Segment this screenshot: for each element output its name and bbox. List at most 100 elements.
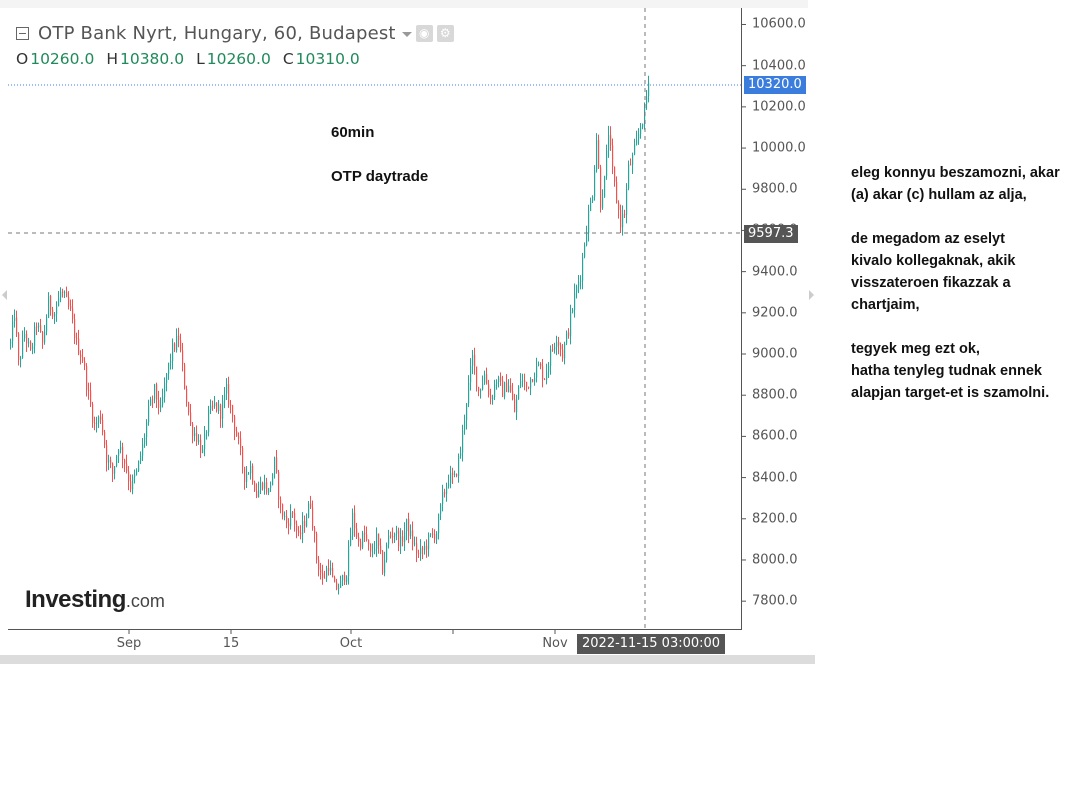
candle-body <box>352 512 354 536</box>
y-tick-label: 8000.0 <box>752 552 798 568</box>
candle-body <box>116 455 118 467</box>
candle-body <box>588 210 590 233</box>
candle-body <box>612 145 614 167</box>
candle-body <box>180 340 182 351</box>
candle-body <box>270 485 272 489</box>
candle-body <box>190 412 192 425</box>
candle-body <box>584 245 586 257</box>
candle-body <box>474 354 476 367</box>
candle-body <box>502 380 504 397</box>
candle-body <box>492 397 494 400</box>
candle-body <box>286 515 288 524</box>
gear-icon[interactable]: ⚙ <box>436 24 454 42</box>
candle-body <box>316 533 318 560</box>
candle-body <box>532 379 534 382</box>
logo-suffix: .com <box>125 591 165 611</box>
candle-body <box>594 170 596 197</box>
candle-body <box>462 430 464 453</box>
candle-body <box>126 463 128 472</box>
candle-body <box>276 457 278 472</box>
y-tick-label: 8800.0 <box>752 387 798 403</box>
candle-body <box>44 331 46 343</box>
candle-body <box>586 232 588 246</box>
eye-icon[interactable]: ◉ <box>415 24 433 42</box>
candle-body <box>148 405 150 423</box>
candle-body <box>76 337 78 339</box>
candle-body <box>108 459 110 463</box>
candle-body <box>526 382 528 387</box>
candle-body <box>418 553 420 555</box>
candle-body <box>30 341 32 350</box>
high-value: 10380.0 <box>119 50 185 68</box>
candle-body <box>294 512 296 525</box>
candle-body <box>578 281 580 287</box>
candle-body <box>94 422 96 424</box>
candle-body <box>630 164 632 166</box>
candle-body <box>228 384 230 405</box>
candle-body <box>310 503 312 508</box>
y-tick-label: 8400.0 <box>752 470 798 486</box>
y-tick-label: 9800.0 <box>752 181 798 197</box>
candle-body <box>208 409 210 432</box>
candle-body <box>496 382 498 385</box>
candle-body <box>354 512 356 529</box>
candle-body <box>648 82 650 97</box>
candle-body <box>288 523 290 527</box>
candle-body <box>616 182 618 203</box>
candle-body <box>420 547 422 555</box>
candle-body <box>176 335 178 351</box>
candle-body <box>494 384 496 398</box>
candle-body <box>144 437 146 444</box>
scroll-right-icon[interactable] <box>809 290 814 300</box>
commentary-paragraph: eleg konnyu beszamozni, akar (a) akar (c… <box>851 162 1083 206</box>
candle-body <box>396 530 398 534</box>
candle-body <box>326 568 328 578</box>
candle-body <box>86 366 88 390</box>
candle-body <box>318 559 320 570</box>
candle-body <box>390 535 392 537</box>
candle-body <box>60 291 62 298</box>
candle-body <box>36 326 38 328</box>
candle-body <box>510 385 512 392</box>
candle-body <box>194 432 196 437</box>
candle-body <box>570 312 572 336</box>
candle-body <box>52 309 54 317</box>
candle-body <box>442 491 444 505</box>
candle-body <box>448 483 450 487</box>
candle-body <box>100 416 102 420</box>
candle-body <box>158 399 160 408</box>
candle-body <box>562 349 564 359</box>
candle-body <box>130 481 132 490</box>
plot-area[interactable] <box>8 8 742 630</box>
candle-body <box>322 573 324 578</box>
commentary-text: eleg konnyu beszamozni, akar (a) akar (c… <box>851 162 1083 426</box>
candle-body <box>478 387 480 392</box>
chevron-down-icon[interactable] <box>401 31 412 37</box>
candle-body <box>200 439 202 453</box>
scroll-left-icon[interactable] <box>2 290 7 300</box>
candle-body <box>16 317 18 334</box>
crosshair-price-tag: 9597.3 <box>744 225 798 243</box>
candle-body <box>422 547 424 551</box>
candle-body <box>524 380 526 383</box>
candle-body <box>536 365 538 378</box>
candle-body <box>464 420 466 431</box>
close-key: C <box>282 50 294 68</box>
candle-body <box>340 580 342 588</box>
candle-body <box>484 374 486 384</box>
minus-square-icon[interactable] <box>16 26 29 40</box>
candle-body <box>84 360 86 367</box>
candle-body <box>304 521 306 527</box>
candle-body <box>264 482 266 489</box>
candle-body <box>186 388 188 403</box>
candle-body <box>296 524 298 531</box>
candle-body <box>518 386 520 400</box>
candle-body <box>106 445 108 463</box>
candle-body <box>388 535 390 545</box>
candle-body <box>350 535 352 546</box>
note-line: visszateroen fikazzak a <box>851 275 1011 291</box>
candle-body <box>582 256 584 281</box>
candle-body <box>272 473 274 486</box>
note-line: (a) akar (c) hullam az alja, <box>851 187 1027 203</box>
